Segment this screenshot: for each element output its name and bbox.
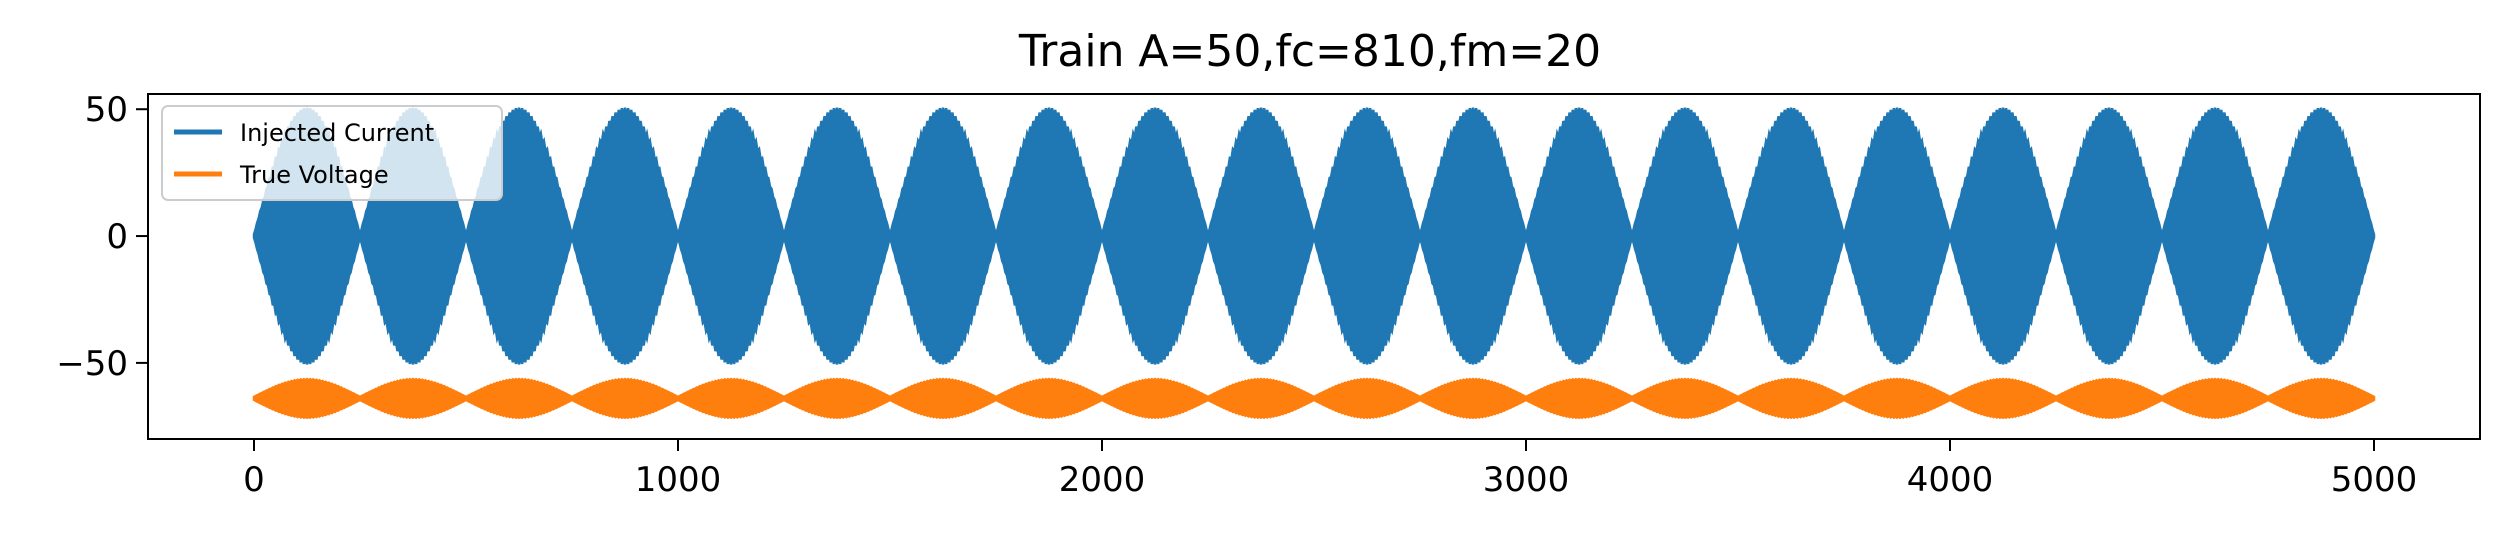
legend-box: [161, 105, 503, 201]
legend-label-1: True Voltage: [239, 161, 389, 189]
series-1-trace: [252, 377, 2376, 420]
series-0-trace: [252, 107, 2376, 365]
x-tick-label: 4000: [1907, 460, 1994, 500]
chart-title: Train A=50,fc=810,fm=20: [1018, 26, 1601, 77]
axes-frame: [147, 93, 2481, 440]
x-tick-label: 5000: [2331, 460, 2418, 500]
x-tick-label: 3000: [1483, 460, 1570, 500]
plot-area: [252, 107, 2376, 420]
y-axis: 50 0 −50: [56, 90, 148, 384]
legend-label-0: Injected Current: [240, 119, 434, 147]
y-tick-label: −50: [56, 344, 128, 384]
y-tick-label: 0: [106, 217, 128, 257]
y-tick-label: 50: [85, 90, 128, 130]
x-tick-label: 2000: [1059, 460, 1146, 500]
legend: Injected Current True Voltage: [161, 105, 503, 201]
x-tick-label: 0: [243, 460, 265, 500]
x-tick-label: 1000: [635, 460, 722, 500]
x-axis: 0 1000 2000 3000 4000 5000: [243, 439, 2417, 500]
